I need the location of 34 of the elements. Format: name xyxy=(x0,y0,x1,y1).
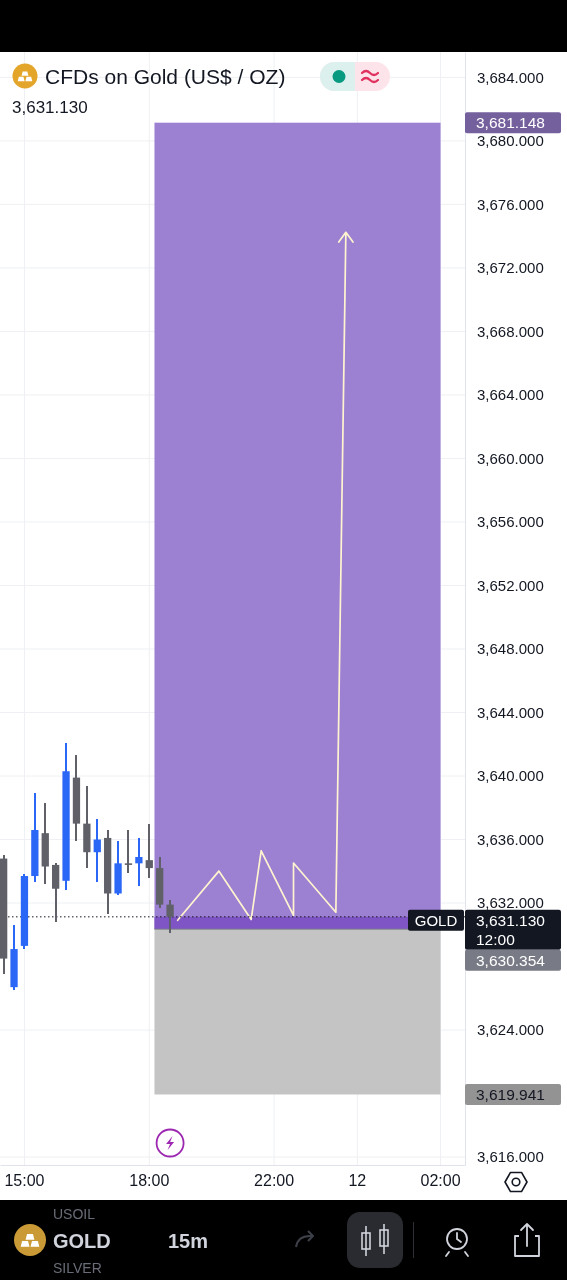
ref-line-label: 3,630.354 xyxy=(476,951,546,969)
candlestick xyxy=(124,829,133,873)
text: 3,631.130 xyxy=(12,98,88,117)
y-tick-label: 3,624.000 xyxy=(477,1021,544,1039)
y-tick-label: 3,668.000 xyxy=(477,322,544,340)
ref-line-label: 3,631.130 xyxy=(476,911,546,929)
y-tick-label: 3,616.000 xyxy=(477,1148,544,1166)
y-tick-label: 3,648.000 xyxy=(477,640,544,658)
text: USOIL xyxy=(53,1205,96,1222)
x-tick-label: 15:00 xyxy=(4,1172,45,1190)
band-label: 3,619.941 xyxy=(476,1085,545,1103)
y-tick-label: 3,644.000 xyxy=(477,703,544,721)
y-tick-label: 3,640.000 xyxy=(477,767,544,785)
text: CFDs on Gold (US$ / OZ) xyxy=(45,65,286,88)
text: GOLD xyxy=(53,1230,111,1252)
y-tick-label: 3,652.000 xyxy=(477,576,544,594)
y-tick-label: 3,680.000 xyxy=(477,132,544,150)
text: 12:00 xyxy=(476,930,516,948)
y-tick-label: 3,676.000 xyxy=(477,195,544,213)
y-tick-label: 3,636.000 xyxy=(477,830,544,848)
y-tick-label: 3,632.000 xyxy=(477,894,544,912)
annotation: GOLD xyxy=(414,911,458,929)
y-tick-label: 3,660.000 xyxy=(477,449,544,467)
y-tick-label: 3,672.000 xyxy=(477,259,544,277)
text: SILVER xyxy=(53,1259,102,1276)
x-tick-label: 02:00 xyxy=(420,1172,461,1190)
text: 15m xyxy=(168,1230,209,1252)
x-tick-label: 22:00 xyxy=(254,1172,295,1190)
x-tick-label: 12 xyxy=(348,1172,367,1190)
x-tick-label: 18:00 xyxy=(129,1172,170,1190)
band-label: 3,681.148 xyxy=(476,114,545,132)
y-tick-label: 3,664.000 xyxy=(477,386,544,404)
y-tick-label: 3,656.000 xyxy=(477,513,544,531)
y-tick-label: 3,684.000 xyxy=(477,68,544,86)
